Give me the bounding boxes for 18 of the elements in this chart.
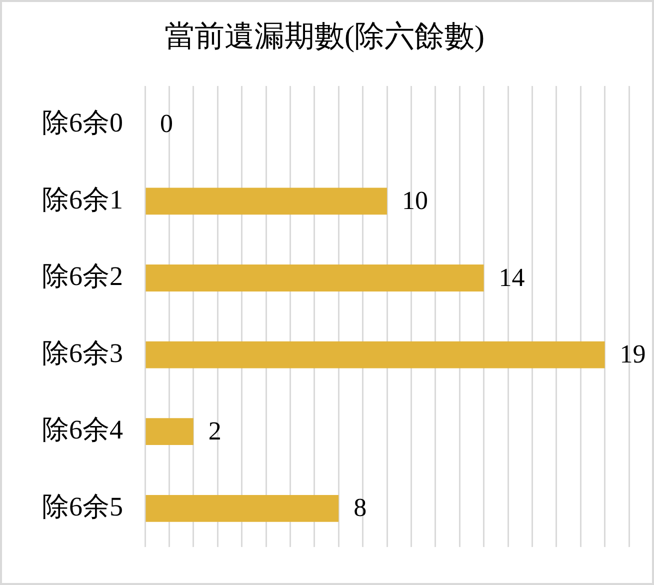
y-tick-label: 除6余3: [42, 338, 123, 368]
y-tick-label: 除6余0: [42, 107, 123, 138]
y-tick-label: 除6余5: [42, 491, 123, 522]
data-label: 2: [208, 416, 222, 446]
bar: [146, 188, 387, 215]
y-tick-label: 除6余2: [42, 261, 123, 292]
data-label: 8: [354, 493, 367, 522]
bar: [146, 341, 605, 368]
chart-title: 當前遺漏期數(除六餘數): [164, 20, 484, 53]
data-label: 10: [402, 186, 428, 216]
bar: [146, 418, 194, 446]
bar: [146, 264, 484, 292]
y-tick-label: 除6余4: [42, 414, 124, 445]
bar: [146, 494, 339, 522]
data-label: 19: [620, 340, 646, 369]
y-tick-label: 除6余1: [42, 184, 123, 214]
data-label: 0: [160, 109, 173, 138]
data-label: 14: [498, 262, 525, 292]
